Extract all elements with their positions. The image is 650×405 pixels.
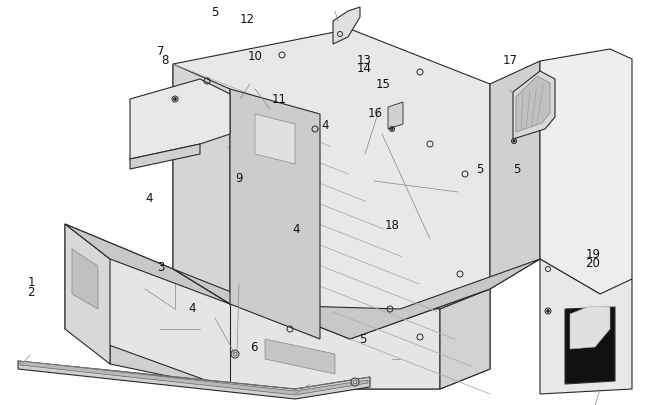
Polygon shape xyxy=(516,77,550,133)
Text: 5: 5 xyxy=(211,6,218,19)
Text: 4: 4 xyxy=(146,192,153,205)
Text: 4: 4 xyxy=(292,222,300,235)
Circle shape xyxy=(513,141,515,143)
Polygon shape xyxy=(570,306,610,349)
Polygon shape xyxy=(130,80,230,160)
Polygon shape xyxy=(65,224,230,304)
Circle shape xyxy=(231,350,239,358)
Text: 5: 5 xyxy=(359,332,367,345)
Text: 16: 16 xyxy=(367,107,383,120)
Polygon shape xyxy=(18,361,370,399)
Text: 2: 2 xyxy=(27,285,35,298)
Text: 7: 7 xyxy=(157,45,165,58)
Text: 5: 5 xyxy=(476,163,484,176)
Polygon shape xyxy=(540,259,632,394)
Text: 13: 13 xyxy=(357,53,371,66)
Text: 14: 14 xyxy=(356,62,372,75)
Polygon shape xyxy=(490,62,540,289)
Circle shape xyxy=(391,128,393,131)
Text: 6: 6 xyxy=(250,340,257,353)
Text: 10: 10 xyxy=(248,49,263,62)
Polygon shape xyxy=(565,307,615,384)
Polygon shape xyxy=(20,361,368,395)
Text: 17: 17 xyxy=(502,53,518,66)
Circle shape xyxy=(351,378,359,386)
Polygon shape xyxy=(230,90,320,339)
Text: 12: 12 xyxy=(239,13,255,26)
Text: 8: 8 xyxy=(161,54,168,67)
Polygon shape xyxy=(440,289,490,389)
Polygon shape xyxy=(65,224,440,389)
Polygon shape xyxy=(540,50,632,294)
Polygon shape xyxy=(173,30,490,339)
Polygon shape xyxy=(72,249,98,309)
Text: 9: 9 xyxy=(235,172,242,185)
Text: 3: 3 xyxy=(157,261,165,274)
Text: 4: 4 xyxy=(188,301,196,314)
Circle shape xyxy=(174,98,177,101)
Text: 4: 4 xyxy=(321,119,329,132)
Text: 5: 5 xyxy=(513,163,521,176)
Polygon shape xyxy=(110,259,490,389)
Text: 19: 19 xyxy=(585,248,601,261)
Polygon shape xyxy=(130,145,200,170)
Polygon shape xyxy=(333,8,360,45)
Text: 15: 15 xyxy=(376,78,391,91)
Polygon shape xyxy=(173,259,540,339)
Polygon shape xyxy=(388,103,403,130)
Circle shape xyxy=(547,310,549,313)
Text: 20: 20 xyxy=(586,256,600,269)
Polygon shape xyxy=(513,72,555,140)
Polygon shape xyxy=(255,115,295,164)
Polygon shape xyxy=(173,65,230,304)
Polygon shape xyxy=(65,224,110,364)
Polygon shape xyxy=(265,339,335,374)
Text: 1: 1 xyxy=(27,275,35,288)
Text: 11: 11 xyxy=(272,93,287,106)
Text: 18: 18 xyxy=(385,218,399,231)
